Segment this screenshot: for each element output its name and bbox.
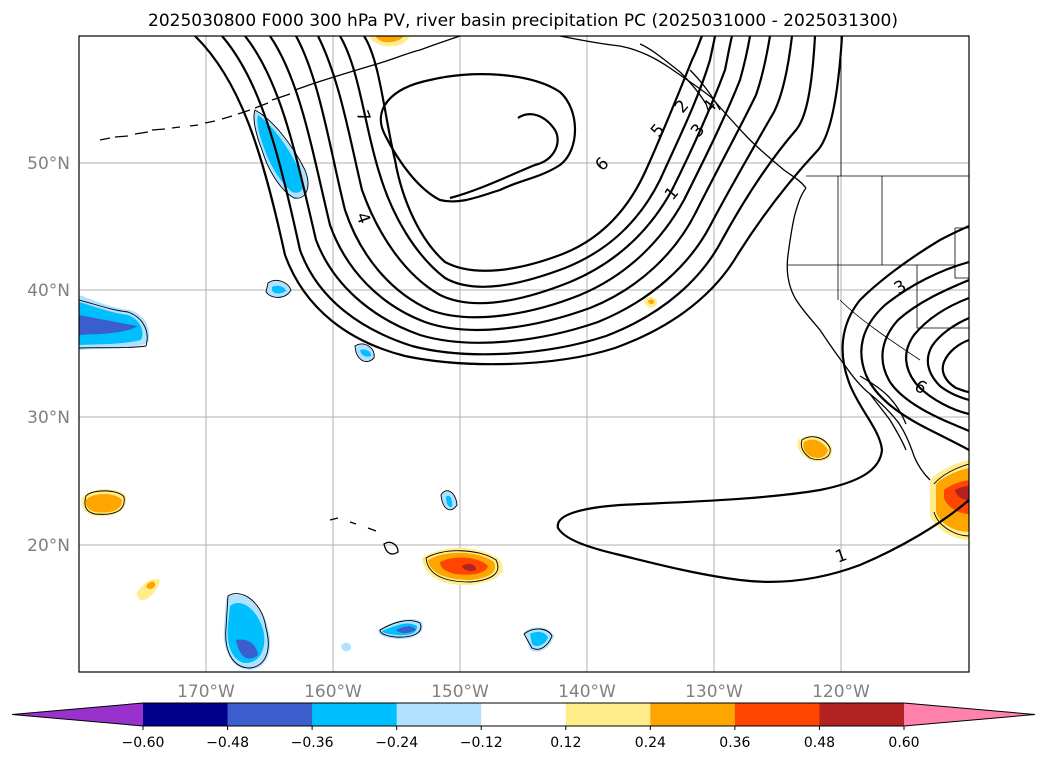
lon-tick-label: 140°W [558,682,616,702]
lat-tick-label: 40°N [27,281,70,301]
map-background [79,36,969,672]
lat-tick-label: 30°N [27,408,70,428]
colorbar-tick-label: 0.60 [888,735,919,751]
figure-title: 2025030800 F000 300 hPa PV, river basin … [148,11,898,31]
colorbar-tick-label: 0.12 [550,735,581,751]
colorbar-tick-label: −0.60 [122,735,165,751]
colorbar-box [396,703,482,726]
colorbar-box [650,703,736,726]
lon-tick-labels: 170°W 160°W 150°W 140°W 130°W 120°W [177,682,870,702]
lon-tick-label: 160°W [304,682,362,702]
colorbar-box [481,703,567,726]
colorbar-tick-label: 0.24 [635,735,666,751]
colorbar-tick-label: −0.12 [460,735,503,751]
colorbar-tick-label: 0.48 [804,735,835,751]
coastlines [99,36,931,555]
lat-tick-label: 50°N [27,154,70,174]
colorbar-tick-label: −0.24 [375,735,418,751]
colorbar-box [734,703,820,726]
lon-tick-label: 150°W [431,682,489,702]
colorbar-box [227,703,313,726]
pv-contours [194,36,969,583]
precip-patches [79,36,969,670]
colorbar-tick-label: −0.36 [291,735,334,751]
colorbar-tick-label: −0.48 [206,735,249,751]
lat-tick-labels: 50°N 40°N 30°N 20°N [27,154,70,556]
colorbar-extend-max [904,703,1035,726]
colorbar-box [565,703,651,726]
colorbar-box [143,703,229,726]
lon-tick-label: 120°W [812,682,870,702]
map-frame [78,35,970,673]
precip-outlines [79,109,969,669]
colorbar-box [819,703,905,726]
colorbar-extend-min [12,703,143,726]
lon-tick-label: 130°W [685,682,743,702]
colorbar-box [312,703,398,726]
lat-tick-label: 20°N [27,536,70,556]
lon-tick-label: 170°W [177,682,235,702]
colorbar: −0.60 −0.48 −0.36 −0.24 −0.12 0.12 0.24 0.36 0.4… [11,702,1036,751]
colorbar-tick-label: 0.36 [719,735,750,751]
